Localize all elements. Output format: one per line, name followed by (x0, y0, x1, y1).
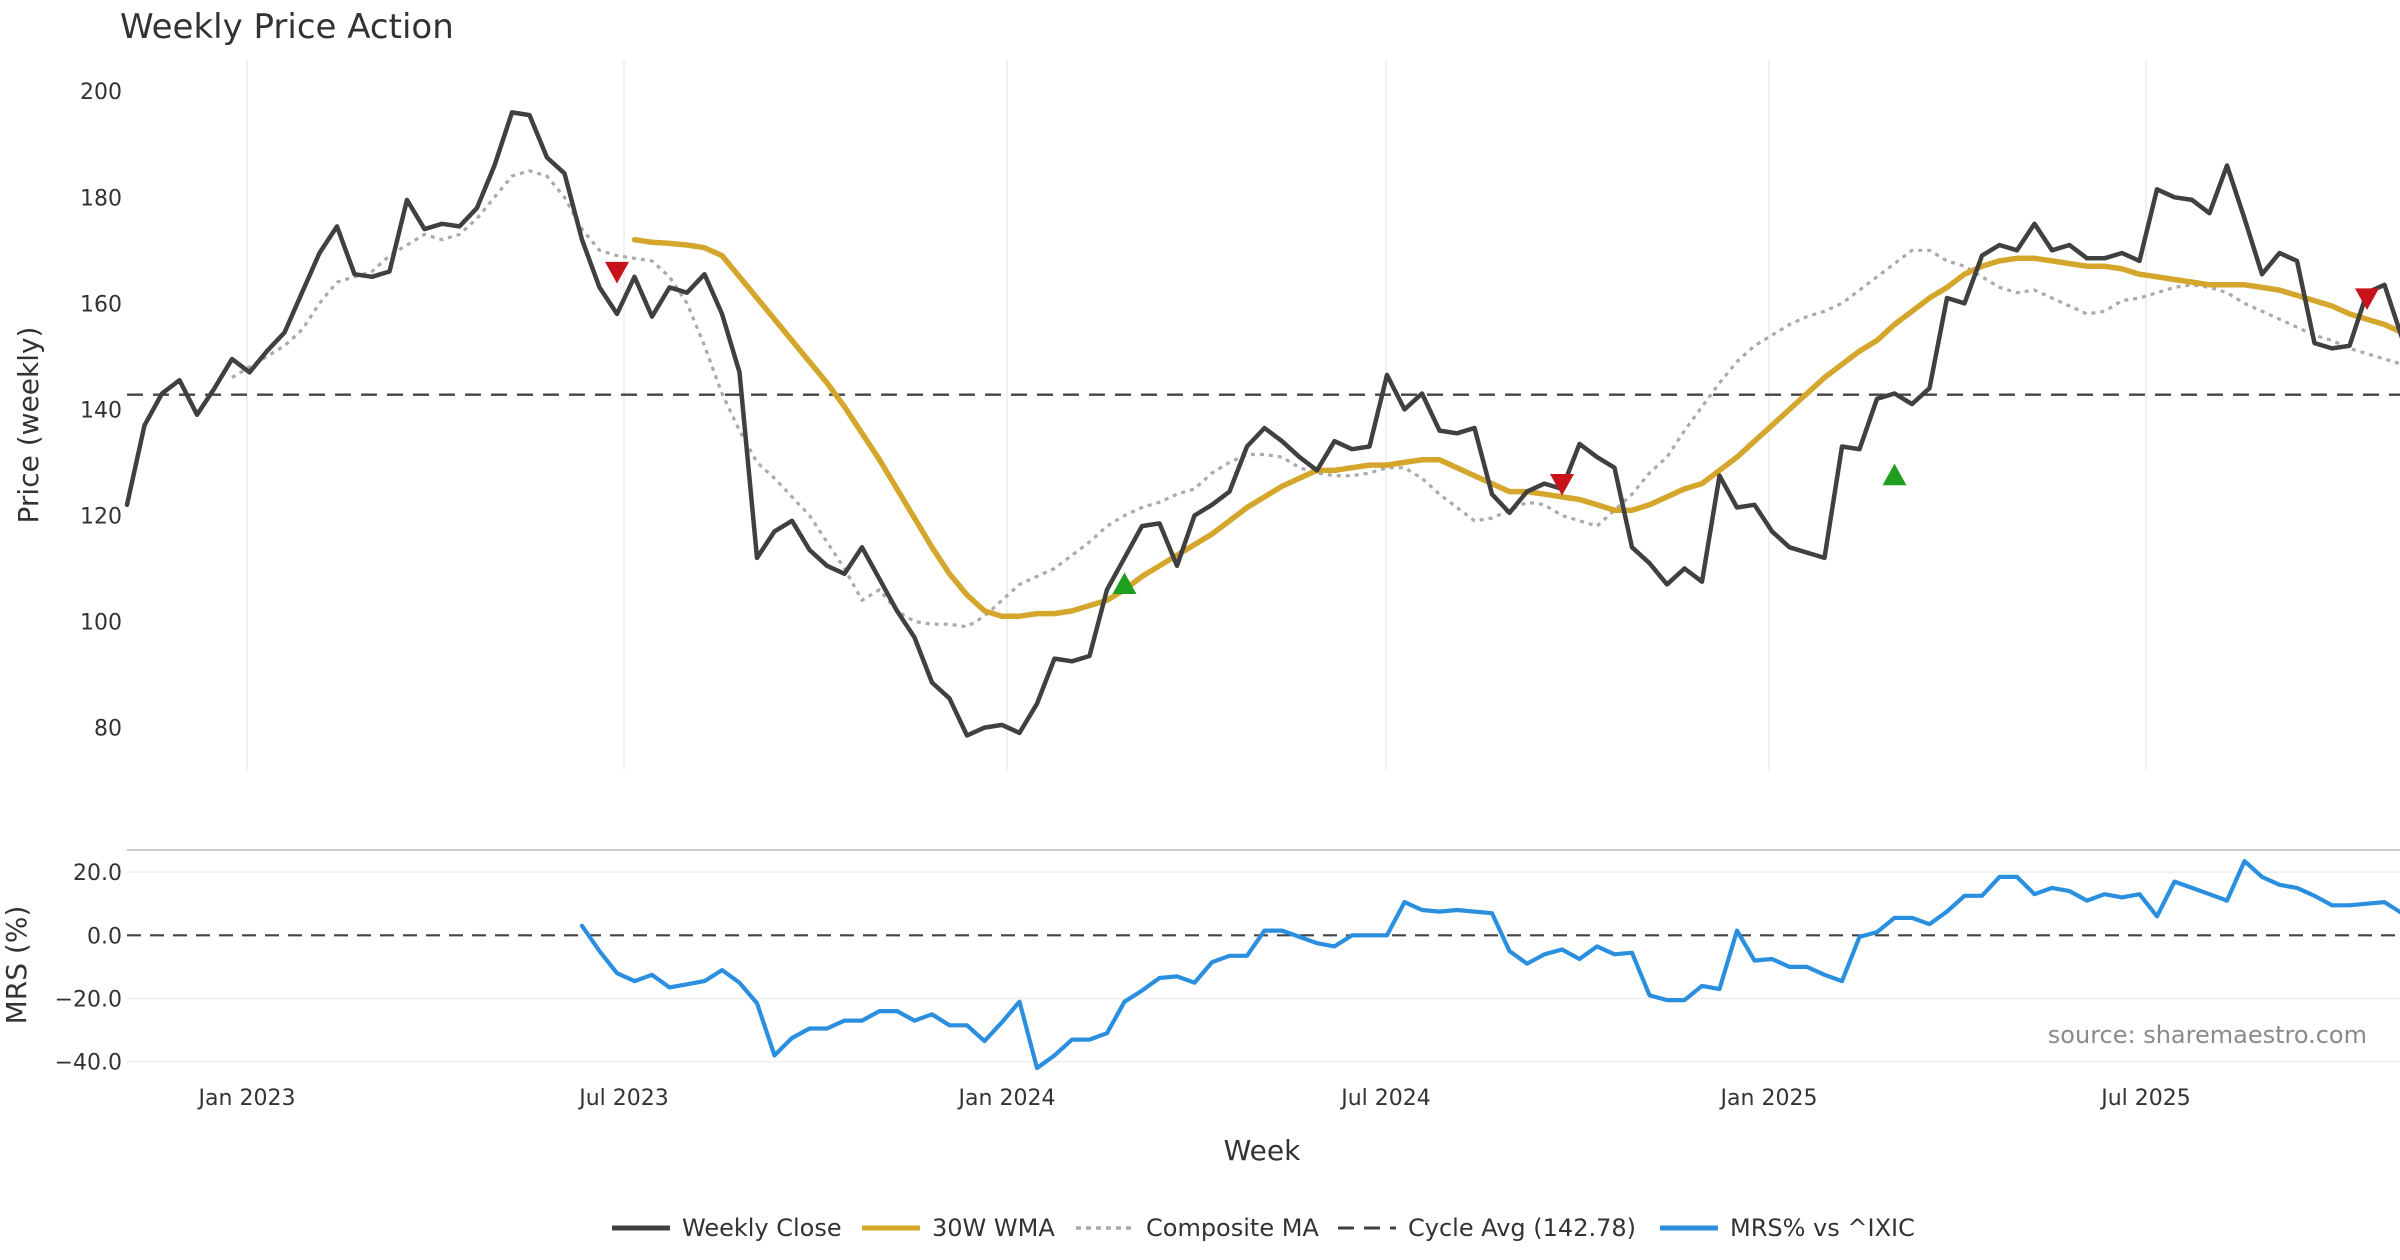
price-y-tick-label: 80 (94, 717, 122, 742)
legend-label: MRS% vs ^IXIC (1730, 1214, 1915, 1242)
x-tick-label: Jul 2024 (1339, 1086, 1431, 1111)
mrs-y-tick-label: −20.0 (55, 987, 122, 1012)
composite-ma-line (231, 169, 2400, 629)
sell-signal-marker (2355, 288, 2379, 311)
x-tick-label: Jan 2025 (1719, 1086, 1818, 1111)
buy-signal-marker (1112, 572, 1137, 594)
mrs-series (579, 859, 2400, 1071)
buy-signal-marker (1882, 463, 1907, 486)
mrs-y-axis-label: MRS (%) (0, 906, 33, 1025)
sell-signal-marker (1550, 474, 1574, 496)
weekly-close-line (124, 110, 2400, 738)
price-y-tick-label: 100 (80, 611, 122, 636)
chart-title: Weekly Price Action (120, 7, 454, 47)
price-y-tick-label: 180 (80, 186, 122, 211)
legend: Weekly Close 30W WMA Composite MA Cycle Avg… (612, 1214, 1915, 1242)
mrs-y-tick-label: 20.0 (73, 861, 122, 886)
x-tick-label: Jan 2023 (197, 1086, 296, 1111)
price-y-axis-label: Price (weekly) (12, 327, 45, 524)
legend-label: Cycle Avg (142.78) (1408, 1214, 1636, 1242)
wma-30w-line (631, 236, 2400, 619)
x-ticks: Jan 2023 Jul 2023 Jan 2024 Jul 2024 Jan 2025… (197, 1086, 2191, 1111)
legend-label: 30W WMA (932, 1214, 1055, 1242)
price-y-tick-label: 120 (80, 504, 122, 529)
signal-markers (605, 261, 2379, 594)
x-axis-label: Week (1224, 1134, 1301, 1167)
price-y-tick-label: 140 (80, 398, 122, 423)
source-note: source: sharemaestro.com (2048, 1021, 2367, 1049)
price-series (124, 110, 2400, 738)
x-tick-label: Jul 2023 (577, 1086, 669, 1111)
legend-label: Composite MA (1146, 1214, 1319, 1242)
legend-label: Weekly Close (682, 1214, 842, 1242)
price-y-ticks: 80 100 120 140 160 180 200 (80, 80, 122, 741)
x-tick-label: Jan 2024 (957, 1086, 1056, 1111)
price-grid (246, 60, 2147, 770)
mrs-y-tick-label: 0.0 (87, 924, 122, 949)
price-y-tick-label: 200 (80, 80, 122, 105)
price-y-tick-label: 160 (80, 292, 122, 317)
mrs-y-ticks: 20.0 0.0 −20.0 −40.0 (55, 861, 122, 1076)
mrs-line (579, 859, 2400, 1071)
mrs-y-tick-label: −40.0 (55, 1051, 122, 1076)
x-tick-label: Jul 2025 (2099, 1086, 2191, 1111)
sell-signal-marker (605, 261, 629, 284)
